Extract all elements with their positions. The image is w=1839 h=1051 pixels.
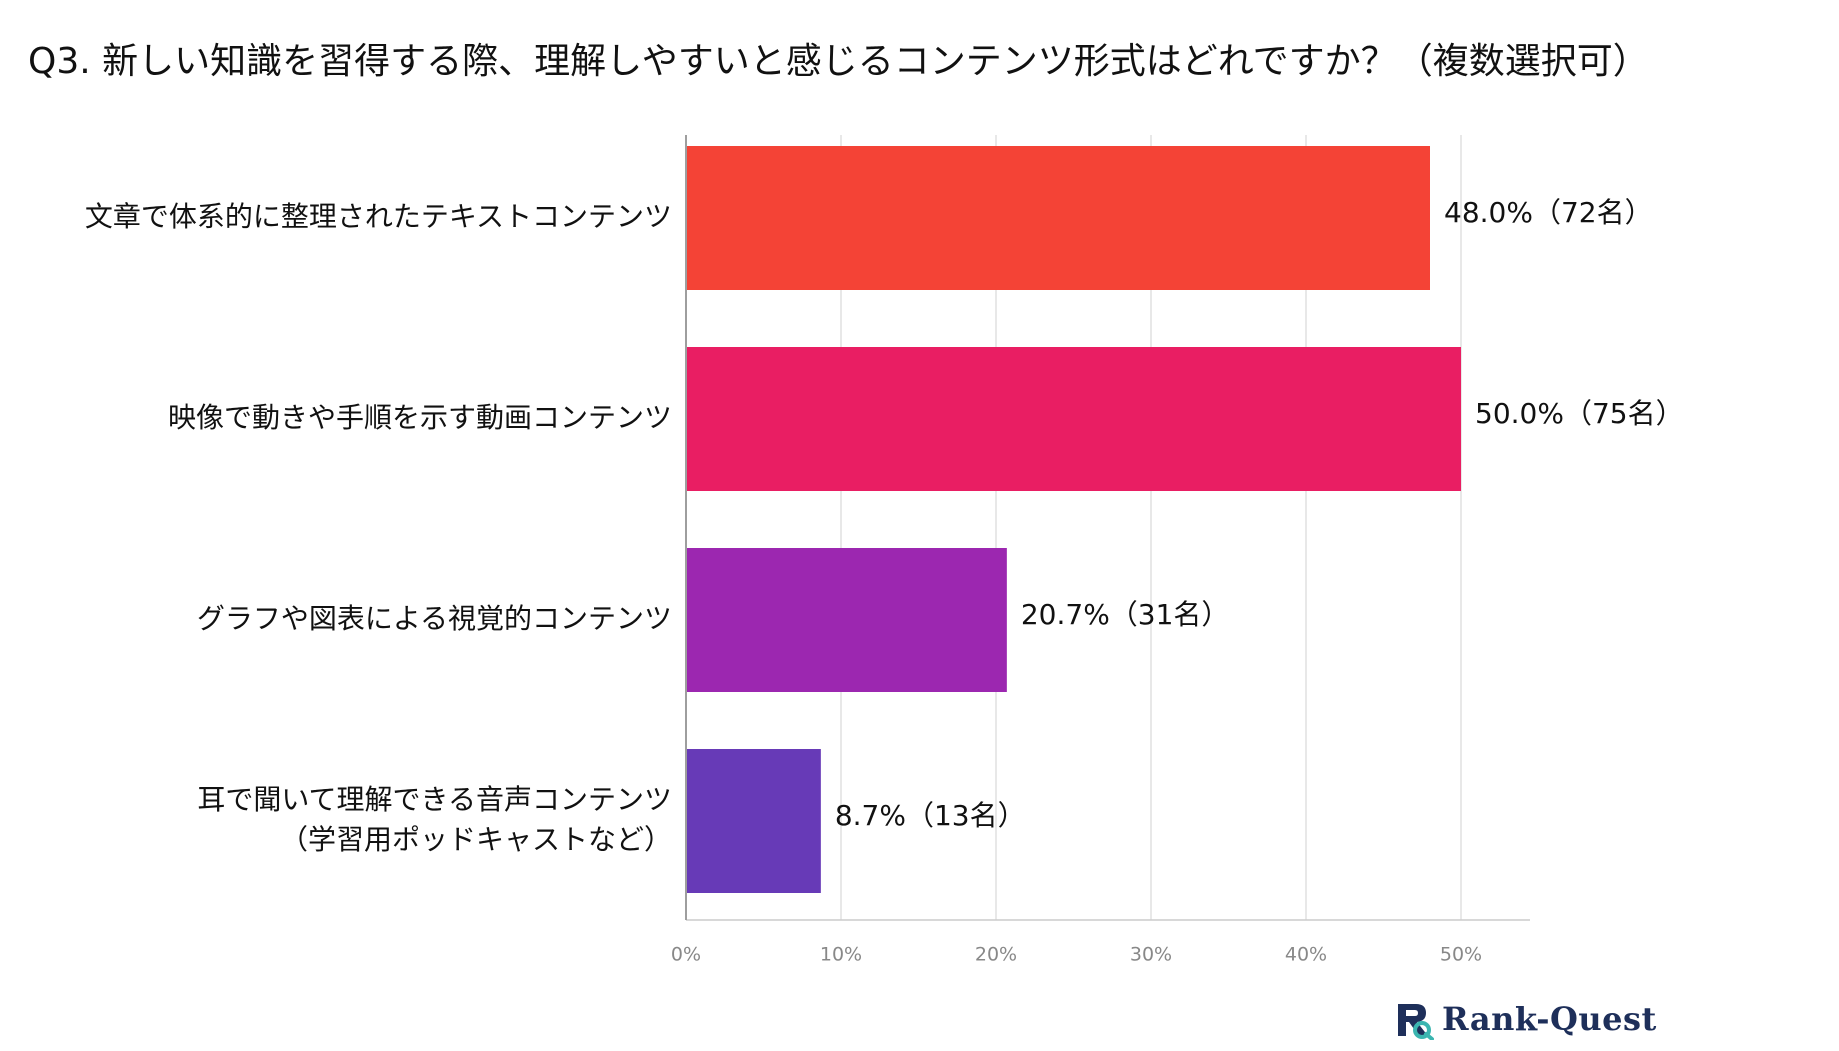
x-tick-label: 10% [820, 944, 862, 966]
bar-4 [686, 749, 821, 893]
category-label: 耳で聞いて理解できる音声コンテンツ [197, 783, 672, 816]
data-label: 20.7%（31名） [1021, 598, 1230, 631]
category-label: グラフや図表による視覚的コンテンツ [197, 602, 672, 635]
chart-title: Q3. 新しい知識を習得する際、理解しやすいと感じるコンテンツ形式はどれですか？… [28, 41, 1649, 82]
data-label: 48.0%（72名） [1444, 196, 1653, 229]
x-tick-label: 30% [1130, 944, 1172, 966]
brand-logo: Rank-Quest [1392, 995, 1657, 1043]
category-label: 映像で動きや手順を示す動画コンテンツ [168, 401, 672, 434]
bar-2 [686, 347, 1461, 491]
brand-name: Rank-Quest [1442, 1000, 1657, 1038]
bar-3 [686, 548, 1007, 692]
rank-quest-logo-icon [1398, 1004, 1434, 1040]
x-tick-label: 20% [975, 944, 1017, 966]
bar-1 [686, 146, 1430, 290]
x-tick-label: 50% [1440, 944, 1482, 966]
x-tick-label: 0% [671, 944, 701, 966]
category-label: （学習用ポッドキャストなど） [280, 823, 672, 856]
x-tick-label: 40% [1285, 944, 1327, 966]
data-label: 8.7%（13名） [835, 799, 1026, 832]
data-label: 50.0%（75名） [1475, 397, 1684, 430]
category-label: 文章で体系的に整理されたテキストコンテンツ [85, 200, 672, 233]
